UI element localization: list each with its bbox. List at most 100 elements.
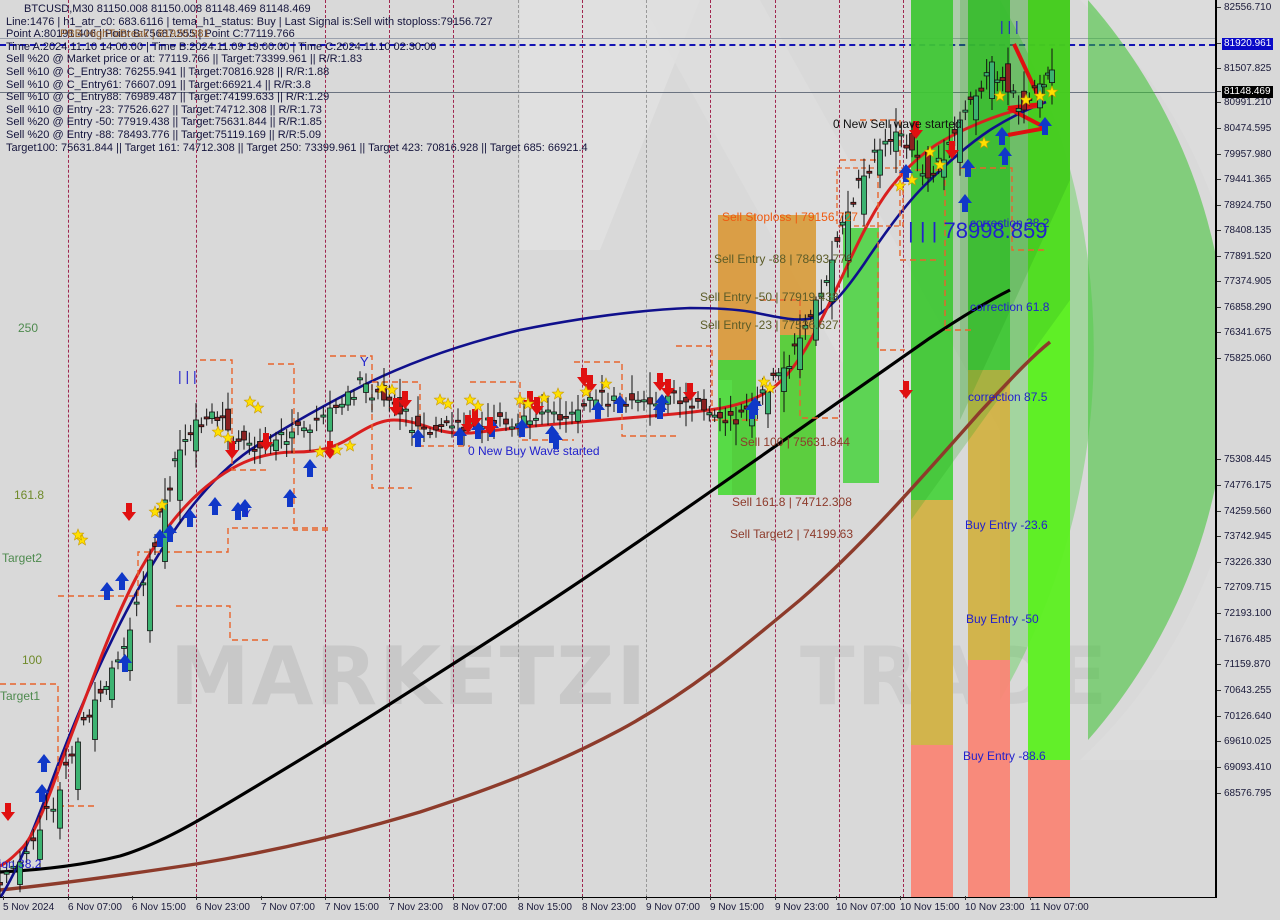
candle-body: [363, 383, 369, 393]
time-tick: 8 Nov 07:00: [453, 896, 507, 913]
tick-mark: [1030, 896, 1031, 900]
star-marker-icon: [463, 393, 477, 406]
price-tick: 75308.445: [1217, 454, 1280, 466]
star-marker-icon: [993, 89, 1007, 102]
buy-arrow-up-icon: [998, 147, 1012, 165]
sell-arrow-down-icon: [122, 503, 136, 521]
price-tick-label: 68576.795: [1224, 788, 1272, 799]
candle-body: [0, 881, 3, 886]
time-tick: 9 Nov 23:00: [775, 896, 829, 913]
buy-entry-886-label: Buy Entry -88.6: [963, 749, 1046, 763]
price-tick: 74776.175: [1217, 480, 1280, 492]
price-tick-label: 81507.825: [1224, 63, 1272, 74]
sell-arrow-down-icon: [661, 379, 675, 397]
tick-mark: [646, 896, 647, 900]
tick-mark: [1217, 459, 1221, 460]
candle-body: [295, 421, 301, 426]
star-marker-icon: [513, 393, 527, 406]
sell-target-100-label: Sell 100 | 75631.844: [740, 435, 850, 449]
time-tick: 11 Nov 07:00: [1030, 896, 1089, 913]
star-marker-icon: [343, 439, 357, 452]
buy-arrow-up-icon: [1038, 117, 1052, 135]
header-line-0: Line:1476 | h1_atr_c0: 683.6116 | tema_h…: [6, 15, 493, 28]
price-tick: 78408.135: [1217, 225, 1280, 237]
header-line-4: Sell %10 @ C_Entry38: 76255.941 || Targe…: [6, 65, 330, 78]
tick-mark: [1217, 230, 1221, 231]
tick-mark: [196, 896, 197, 900]
new-sell-wave-label: 0 New Sell wave started: [833, 117, 962, 131]
time-tick: 8 Nov 15:00: [518, 896, 572, 913]
buy-arrow-up-icon: [613, 395, 627, 413]
candle-body: [605, 403, 611, 407]
star-marker-icon: [537, 391, 551, 404]
last-price-line: [0, 92, 1215, 93]
candle-body: [289, 431, 295, 439]
candle-body: [327, 407, 333, 432]
price-tick: 80474.595: [1217, 123, 1280, 135]
time-tick: 6 Nov 07:00: [68, 896, 122, 913]
buy-arrow-up-icon: [208, 497, 222, 515]
time-tick: 5 Nov 2024: [3, 896, 55, 913]
header-line-8: Sell %20 @ Entry -50: 77919.438 || Targe…: [6, 116, 322, 129]
price-tick-label: 69610.025: [1224, 736, 1272, 747]
correction-618-right: correction 61.8: [970, 300, 1050, 314]
candle-body: [443, 420, 450, 424]
small-bar-marks-b: | | |: [178, 368, 197, 384]
tick-mark: [1217, 767, 1221, 768]
price-tick: 69093.410: [1217, 762, 1280, 774]
sell-entry-88-label: Sell Entry -88 | 78493.776: [714, 252, 853, 266]
candle-body: [251, 448, 258, 452]
price-tick-label: 79957.980: [1224, 149, 1272, 160]
tick-mark: [1217, 511, 1221, 512]
candle-body: [351, 396, 357, 400]
candle-body: [357, 377, 363, 381]
chart-plot-area[interactable]: MARKETZI TRADE: [0, 0, 1216, 898]
candle-body: [37, 829, 43, 860]
candle-body: [177, 449, 183, 501]
price-tick: 81507.825: [1217, 63, 1280, 75]
candle-body: [533, 417, 539, 421]
y-mark-label: Y: [360, 354, 369, 369]
header-line-1: Point A:80191.406 | Point B:75687.555 | …: [6, 28, 295, 41]
price-tick: 76858.290: [1217, 302, 1280, 314]
buy-arrow-up-icon: [958, 194, 972, 212]
header-line-10: Target100: 75631.844 || Target 161: 7471…: [6, 141, 588, 154]
candle-body: [421, 426, 427, 430]
candle-body: [147, 559, 153, 632]
time-tick-label: 9 Nov 23:00: [775, 902, 829, 913]
candle-body: [433, 424, 439, 431]
candle-body: [43, 805, 50, 809]
star-marker-icon: [579, 385, 593, 398]
chart-info-header: BTCUSD,M30 81150.008 81150.008 81148.469…: [6, 3, 706, 154]
candle-body: [333, 404, 339, 409]
candle-body: [345, 391, 351, 406]
star-marker-icon: [148, 505, 162, 518]
tick-mark: [1217, 68, 1221, 69]
star-marker-icon: [1045, 85, 1059, 98]
time-tick-label: 10 Nov 07:00: [836, 902, 896, 913]
candle-body: [409, 429, 415, 434]
time-axis[interactable]: 5 Nov 2024 6 Nov 07:00 6 Nov 15:00 6 Nov 23…: [0, 896, 1280, 920]
price-tick-label: 74776.175: [1224, 480, 1272, 491]
sell-target-1618-label: Sell 161.8 | 74712.308: [732, 495, 852, 509]
time-tick-label: 9 Nov 07:00: [646, 902, 700, 913]
inv-y-mark-label: ⋎: [242, 505, 252, 520]
pbb-high-to-break-label: PBB-HighToBreak | 81920.981: [60, 28, 210, 40]
price-axis[interactable]: 82556.710 81920.961 81507.825 81148.469 8099…: [1216, 0, 1280, 898]
header-line-5: Sell %10 @ C_Entry61: 76607.091 || Targe…: [6, 78, 311, 91]
candle-body: [273, 439, 279, 451]
buy-arrow-up-icon: [591, 401, 605, 419]
time-tick-label: 5 Nov 2024: [3, 902, 55, 913]
tick-mark: [3, 896, 4, 900]
header-line-7: Sell %10 @ Entry -23: 77526.627 || Targe…: [6, 103, 322, 116]
price-tick-label: 71159.870: [1224, 659, 1271, 670]
sell-entry-50-label: Sell Entry -50 | 77919.438: [700, 290, 839, 304]
time-tick: 9 Nov 07:00: [646, 896, 700, 913]
tick-mark: [1217, 690, 1221, 691]
header-line-3: Sell %20 @ Market price or at: 77119.766…: [6, 53, 363, 66]
buy-arrow-up-icon: [411, 429, 425, 447]
candle-body: [23, 851, 30, 855]
sell-arrow-down-icon: [461, 415, 475, 433]
time-tick: 7 Nov 23:00: [389, 896, 443, 913]
star-marker-icon: [433, 393, 447, 406]
